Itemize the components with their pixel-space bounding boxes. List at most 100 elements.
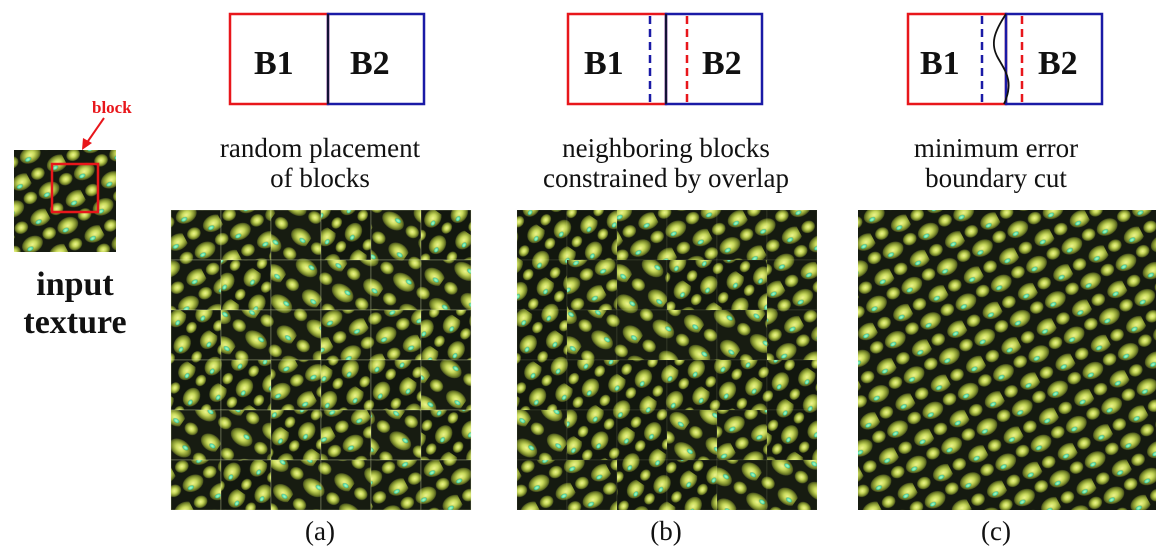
texture-block <box>171 210 221 260</box>
texture-block <box>717 310 767 360</box>
texture-block <box>321 310 371 360</box>
block-diagram-a: B1 B2 <box>228 12 426 106</box>
texture-block <box>221 460 271 510</box>
selected-block-outline <box>50 162 100 214</box>
block-seam <box>420 459 472 510</box>
texture-block <box>767 410 817 460</box>
texture-block <box>321 410 371 460</box>
texture-block <box>617 260 667 310</box>
texture-block <box>667 310 717 360</box>
texture-block <box>221 360 271 410</box>
texture-block <box>221 260 271 310</box>
panel-a: B1 B2 random placement of blocks (a) <box>160 0 480 552</box>
synthesized-texture-c <box>858 210 1156 510</box>
sub-label-a: (a) <box>305 516 335 546</box>
texture-block <box>617 410 667 460</box>
texture-block <box>421 410 471 460</box>
b1-label-a: B1 <box>254 45 294 82</box>
input-title-line1: input <box>36 266 114 303</box>
boundary-cut-curve <box>992 13 1010 105</box>
texture-block <box>667 260 717 310</box>
texture-block <box>371 210 421 260</box>
texture-block <box>271 360 321 410</box>
b2-label-b: B2 <box>702 45 742 82</box>
texture-block <box>517 310 567 360</box>
texture-block <box>517 210 567 260</box>
block-label: block <box>92 98 132 117</box>
texture-block <box>517 260 567 310</box>
texture-block <box>517 360 567 410</box>
texture-block <box>371 410 421 460</box>
texture-block <box>617 310 667 360</box>
texture-block <box>321 260 371 310</box>
texture-block <box>171 410 221 460</box>
texture-block <box>667 360 717 410</box>
texture-block <box>767 210 817 260</box>
texture-block <box>567 260 617 310</box>
caption-b-line2: constrained by overlap <box>543 163 789 193</box>
texture-block <box>221 210 271 260</box>
texture-block <box>617 360 667 410</box>
texture-block <box>517 460 567 510</box>
texture-block <box>421 310 471 360</box>
texture-block <box>371 360 421 410</box>
texture-block <box>667 410 717 460</box>
texture-block <box>717 260 767 310</box>
sub-label-c: (c) <box>981 516 1011 546</box>
texture-block <box>371 260 421 310</box>
texture-block <box>421 460 471 510</box>
texture-block <box>567 210 617 260</box>
caption-b-line1: neighboring blocks <box>562 133 770 163</box>
texture-block <box>271 210 321 260</box>
texture-block <box>667 210 717 260</box>
texture-block <box>717 410 767 460</box>
b1-label-b: B1 <box>584 45 624 82</box>
texture-block <box>617 210 667 260</box>
texture-block <box>271 460 321 510</box>
texture-block <box>321 210 371 260</box>
texture-block <box>567 360 617 410</box>
texture-block <box>767 460 817 510</box>
texture-block <box>667 460 717 510</box>
caption-a-line1: random placement <box>219 133 421 163</box>
texture-block <box>321 360 371 410</box>
texture-block <box>371 460 421 510</box>
caption-a-line2: of blocks <box>270 163 370 193</box>
texture-block <box>271 410 321 460</box>
caption-c-line1: minimum error <box>913 133 1079 163</box>
texture-block <box>271 260 321 310</box>
texture-block <box>171 260 221 310</box>
texture-block <box>767 360 817 410</box>
panel-c: B1 B2 minimum error boundary cut (c) <box>836 0 1156 552</box>
texture-block <box>517 410 567 460</box>
texture-block <box>767 260 817 310</box>
b2-label-a: B2 <box>350 45 390 82</box>
synthesized-texture-a <box>170 210 472 510</box>
panel-b: B1 B2 neighboring blocks constrained by … <box>506 0 826 552</box>
texture-block <box>421 260 471 310</box>
texture-block <box>271 310 321 360</box>
texture-block <box>567 410 617 460</box>
texture-block <box>171 460 221 510</box>
texture-block <box>717 210 767 260</box>
block-arrow <box>82 117 105 150</box>
sub-label-b: (b) <box>650 516 682 546</box>
texture-block <box>221 410 271 460</box>
texture-block <box>421 210 471 260</box>
input-texture-image <box>14 150 116 252</box>
block-diagram-c: B1 B2 <box>906 12 1104 106</box>
texture-block <box>171 310 221 360</box>
block-diagram-b: B1 B2 <box>566 12 764 106</box>
texture-block <box>421 360 471 410</box>
texture-block <box>567 310 617 360</box>
texture-block <box>717 460 767 510</box>
texture-block <box>617 460 667 510</box>
block-seam <box>766 459 818 510</box>
caption-c-line2: boundary cut <box>925 163 1067 193</box>
texture-block <box>321 460 371 510</box>
texture-block <box>171 360 221 410</box>
input-title-line2: texture <box>23 304 127 341</box>
texture-block <box>567 460 617 510</box>
synthesized-texture-b <box>516 210 818 510</box>
input-section: block input texture <box>0 90 150 350</box>
